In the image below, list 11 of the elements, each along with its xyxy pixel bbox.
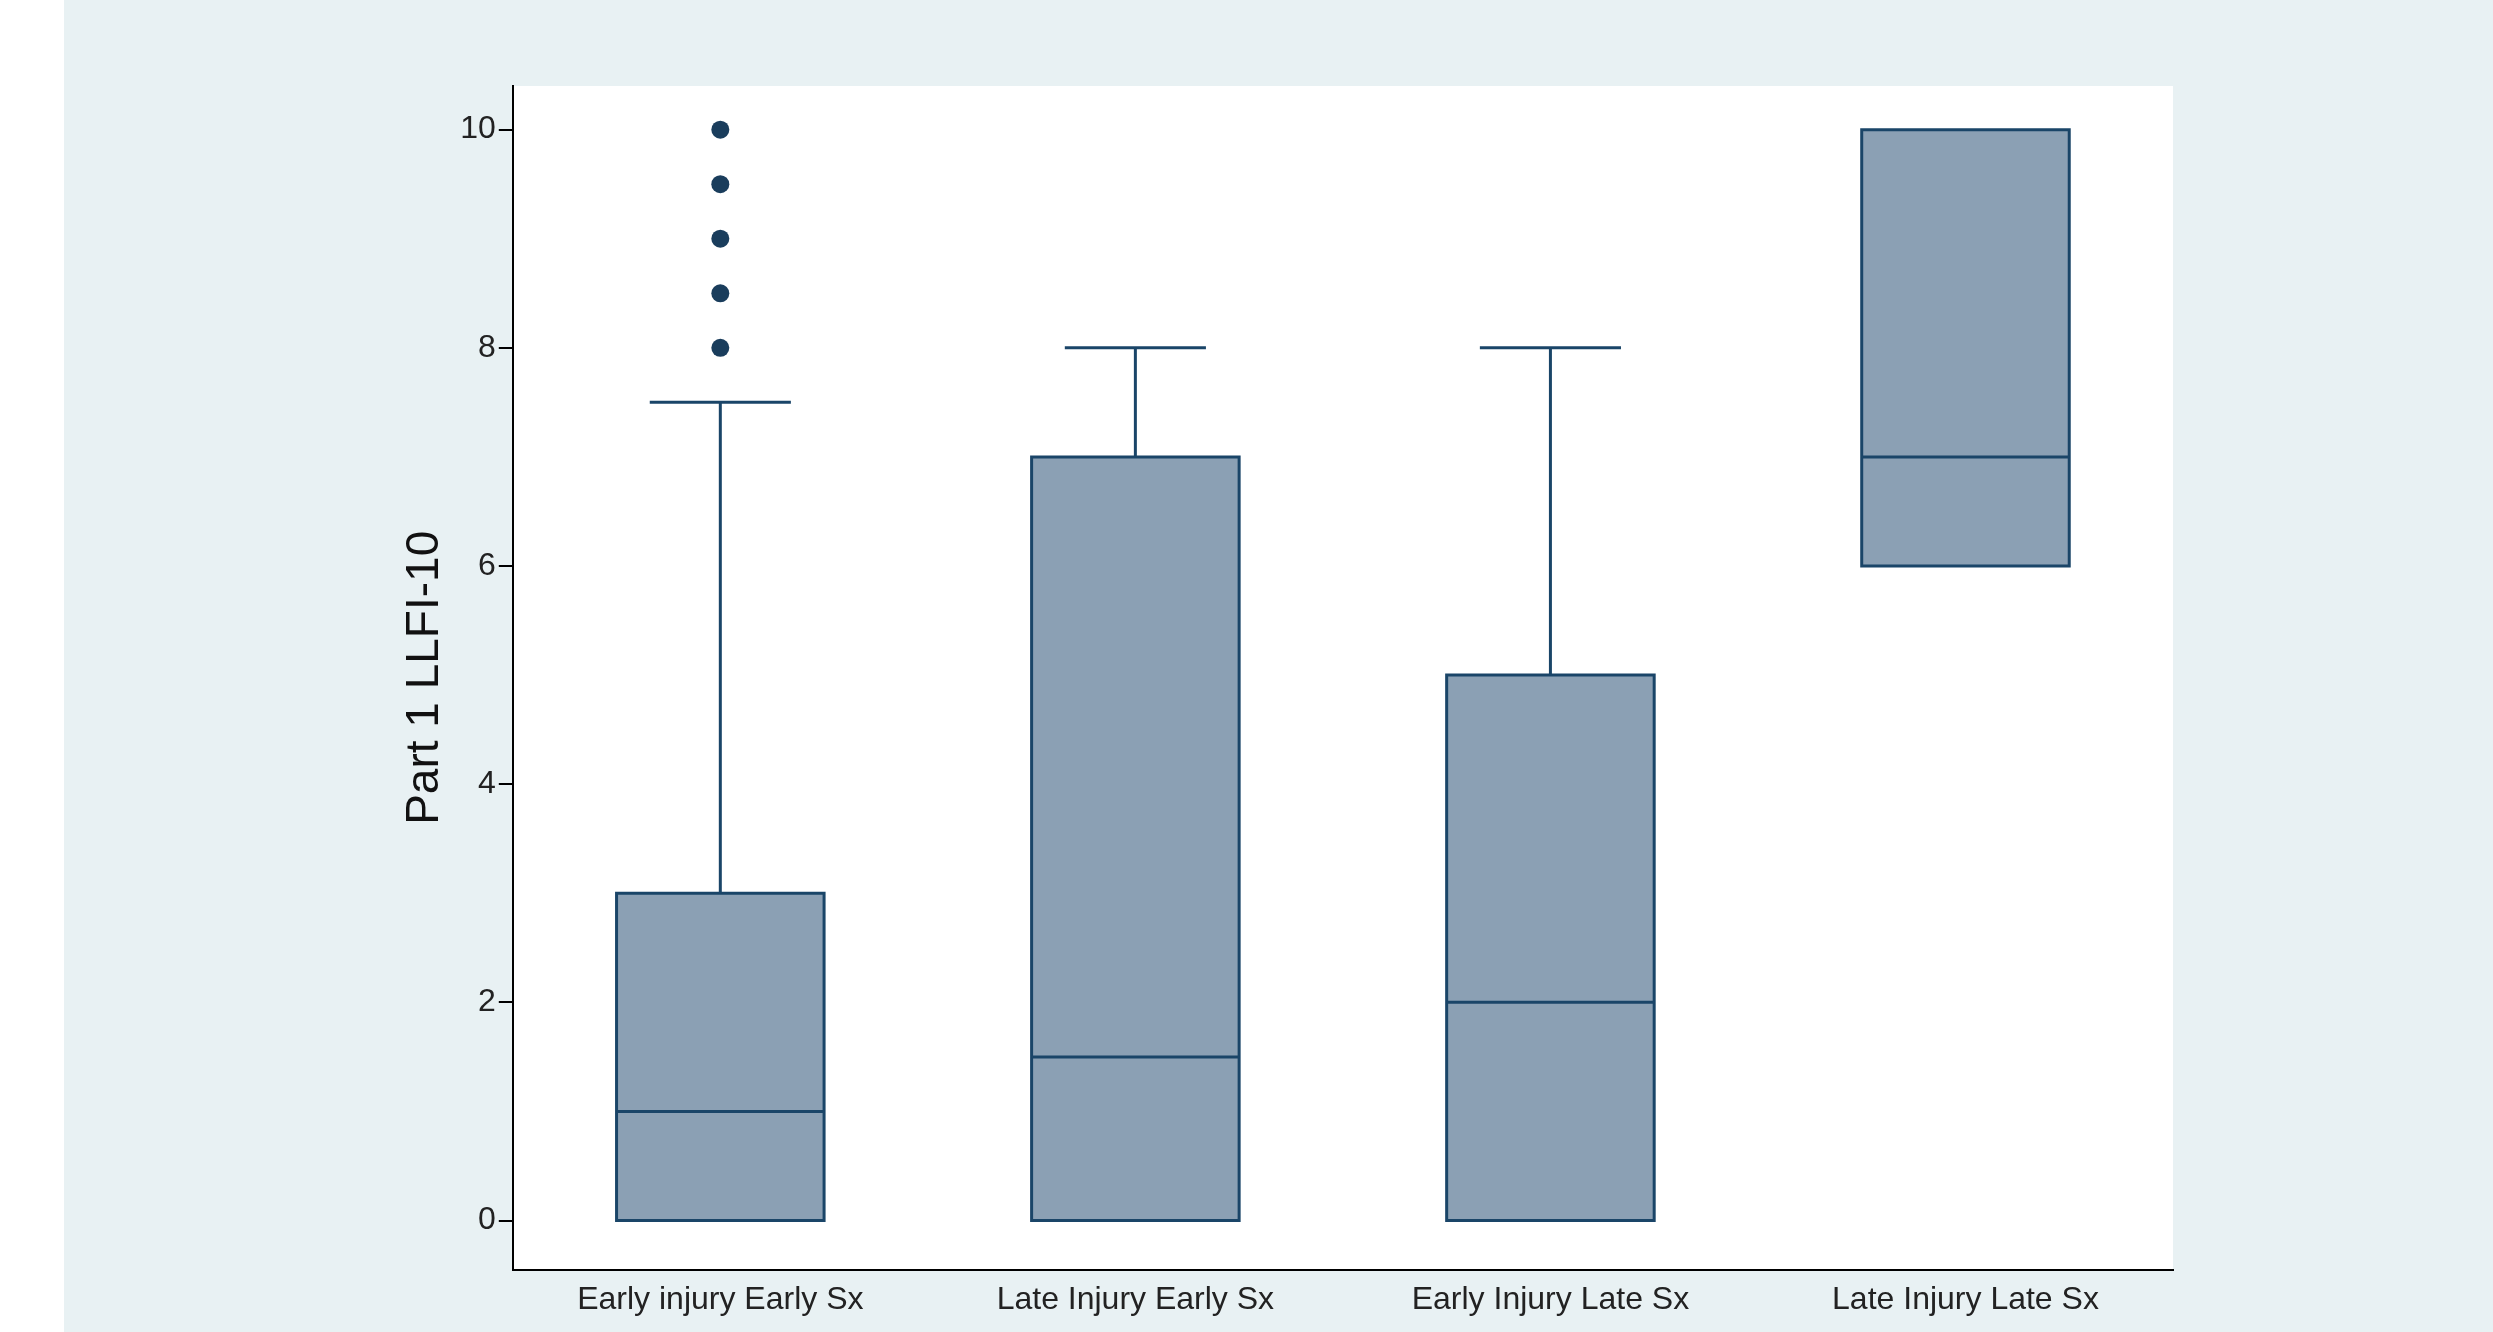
x-tick-label: Early injury Early Sx [577,1279,864,1316]
x-tick-label: Early Injury Late Sx [1411,1279,1690,1316]
y-tick-label: 2 [478,982,496,1019]
y-tick-label: 10 [460,109,496,146]
x-tick-label: Late Injury Late Sx [1832,1279,2099,1316]
y-tick-label: 4 [478,763,496,800]
y-tick-label: 6 [478,545,496,582]
x-tick-label: Late Injury Early Sx [996,1279,1275,1316]
y-tick-label: 0 [478,1200,496,1237]
y-axis-title: Part 1 LLFI-10 [396,530,449,825]
y-tick-label: 8 [478,327,496,364]
